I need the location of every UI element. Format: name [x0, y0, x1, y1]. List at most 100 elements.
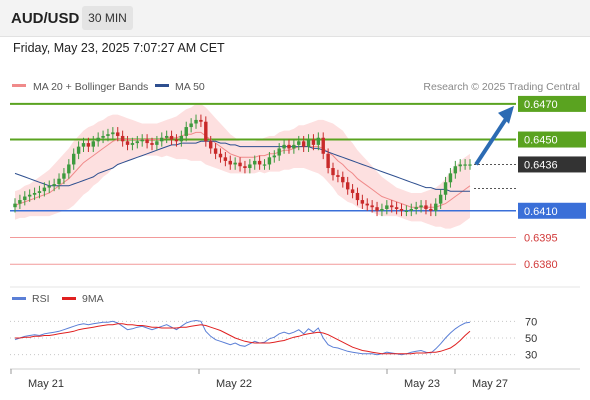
x-tick-label: May 22 [216, 378, 252, 390]
candle-bullish [47, 185, 51, 188]
candle-bullish [96, 137, 100, 142]
legend-ma50-label: MA 50 [175, 81, 205, 93]
candle-bearish [208, 141, 213, 149]
x-tick-label: May 21 [28, 378, 64, 390]
candle-bullish [42, 187, 47, 192]
candle-bearish [424, 205, 428, 209]
rsi-tick-label: 50 [525, 333, 537, 345]
last-price-label: 0.6436 [524, 159, 558, 171]
candle-bullish [18, 200, 22, 204]
candle-bullish [438, 194, 443, 204]
candle-bearish [331, 168, 335, 176]
symbol-label: AUD/USD [11, 10, 80, 27]
candle-bullish [463, 164, 467, 166]
x-axis: May 21 May 22 May 23 May 27 [10, 369, 508, 390]
candle-bearish [365, 203, 369, 206]
candle-bullish [179, 135, 184, 142]
candle-bullish [306, 139, 311, 147]
candle-bullish [37, 191, 42, 193]
candle-bullish [101, 135, 105, 138]
candle-bearish [394, 207, 399, 209]
candle-bearish [174, 139, 179, 142]
candle-bearish [218, 153, 223, 158]
candle-bearish [120, 135, 125, 142]
candle-bullish [194, 119, 198, 124]
candle-bullish [81, 143, 86, 147]
candle-bullish [414, 207, 418, 209]
target-label: 0.6380 [524, 259, 558, 271]
candle-bearish [150, 143, 154, 145]
candle-bullish [380, 208, 384, 211]
ma20-legend-swatch [12, 84, 26, 87]
candle-bearish [243, 166, 247, 169]
candle-bullish [253, 160, 257, 165]
candle-bearish [145, 139, 149, 144]
candle-bearish [355, 192, 360, 201]
candle-bearish [223, 157, 228, 161]
ma20-line [14, 131, 471, 208]
candle-bullish [52, 184, 56, 186]
candle-bullish [434, 203, 438, 211]
timestamp: Friday, May 23, 2025 7:07:27 AM CET [13, 41, 225, 55]
candle-bearish [228, 160, 232, 165]
candle-bearish [321, 137, 325, 154]
candle-bearish [341, 176, 345, 183]
candle-bearish [360, 200, 365, 204]
candle-bullish [272, 155, 277, 158]
candle-bullish [57, 178, 61, 185]
candle-bullish [277, 148, 281, 156]
candle-bullish [385, 205, 389, 209]
forecast-arrow-head [498, 105, 514, 124]
candle-bullish [91, 141, 95, 147]
candle-bearish [390, 205, 394, 208]
candle-bullish [292, 144, 296, 149]
rsi-tick-label: 70 [525, 316, 537, 328]
candle-bullish [409, 208, 414, 211]
forecast-arrow-shaft [474, 117, 508, 166]
candle-bearish [257, 160, 262, 165]
candle-bullish [233, 162, 237, 165]
candle-bearish [213, 148, 218, 154]
candle-bullish [32, 192, 37, 195]
candle-bullish [135, 141, 140, 144]
resistance-label: 0.6470 [524, 99, 558, 111]
candle-bullish [155, 141, 159, 145]
last-price-label-box [518, 156, 586, 173]
candle-bullish [62, 173, 66, 179]
candle-bullish [262, 164, 267, 166]
support-label: 0.6410 [524, 206, 558, 218]
candle-bullish [282, 144, 286, 149]
candle-bullish [27, 194, 32, 197]
candle-bearish [301, 141, 306, 147]
candle-bearish [86, 143, 91, 147]
candle-bearish [429, 208, 433, 211]
rsi-ma-legend-swatch [62, 297, 76, 300]
legend-rsi-label: RSI [32, 293, 50, 305]
x-tick-label: May 27 [472, 378, 508, 390]
ma50-line [14, 140, 470, 192]
candle-bullish [130, 143, 135, 145]
support-label-box [518, 202, 586, 219]
candle-bearish [326, 153, 330, 169]
rsi-legend-swatch [12, 297, 26, 300]
candle-bullish [453, 166, 458, 174]
candle-bullish [76, 146, 81, 154]
timeframe-badge[interactable]: 30 MIN [82, 6, 133, 30]
candle-bullish [248, 164, 252, 169]
resistance-label-box [518, 131, 586, 148]
candle-bearish [311, 139, 316, 145]
ma50-legend-swatch [155, 84, 169, 87]
legend-ma20-label: MA 20 + Bollinger Bands [33, 81, 148, 93]
candle-bullish [189, 123, 193, 128]
x-tick-label: May 23 [404, 378, 440, 390]
candle-bullish [13, 203, 17, 208]
candle-bearish [370, 205, 374, 208]
candle-bullish [71, 153, 76, 165]
candle-bullish [67, 164, 71, 174]
price-pane: 0.6470 0.6450 0.6436 0.6410 0.6395 0.6380 [10, 95, 586, 271]
candle-bullish [111, 132, 115, 135]
candle-bearish [399, 208, 404, 211]
candle-bullish [106, 134, 110, 136]
candle-bearish [350, 189, 355, 193]
